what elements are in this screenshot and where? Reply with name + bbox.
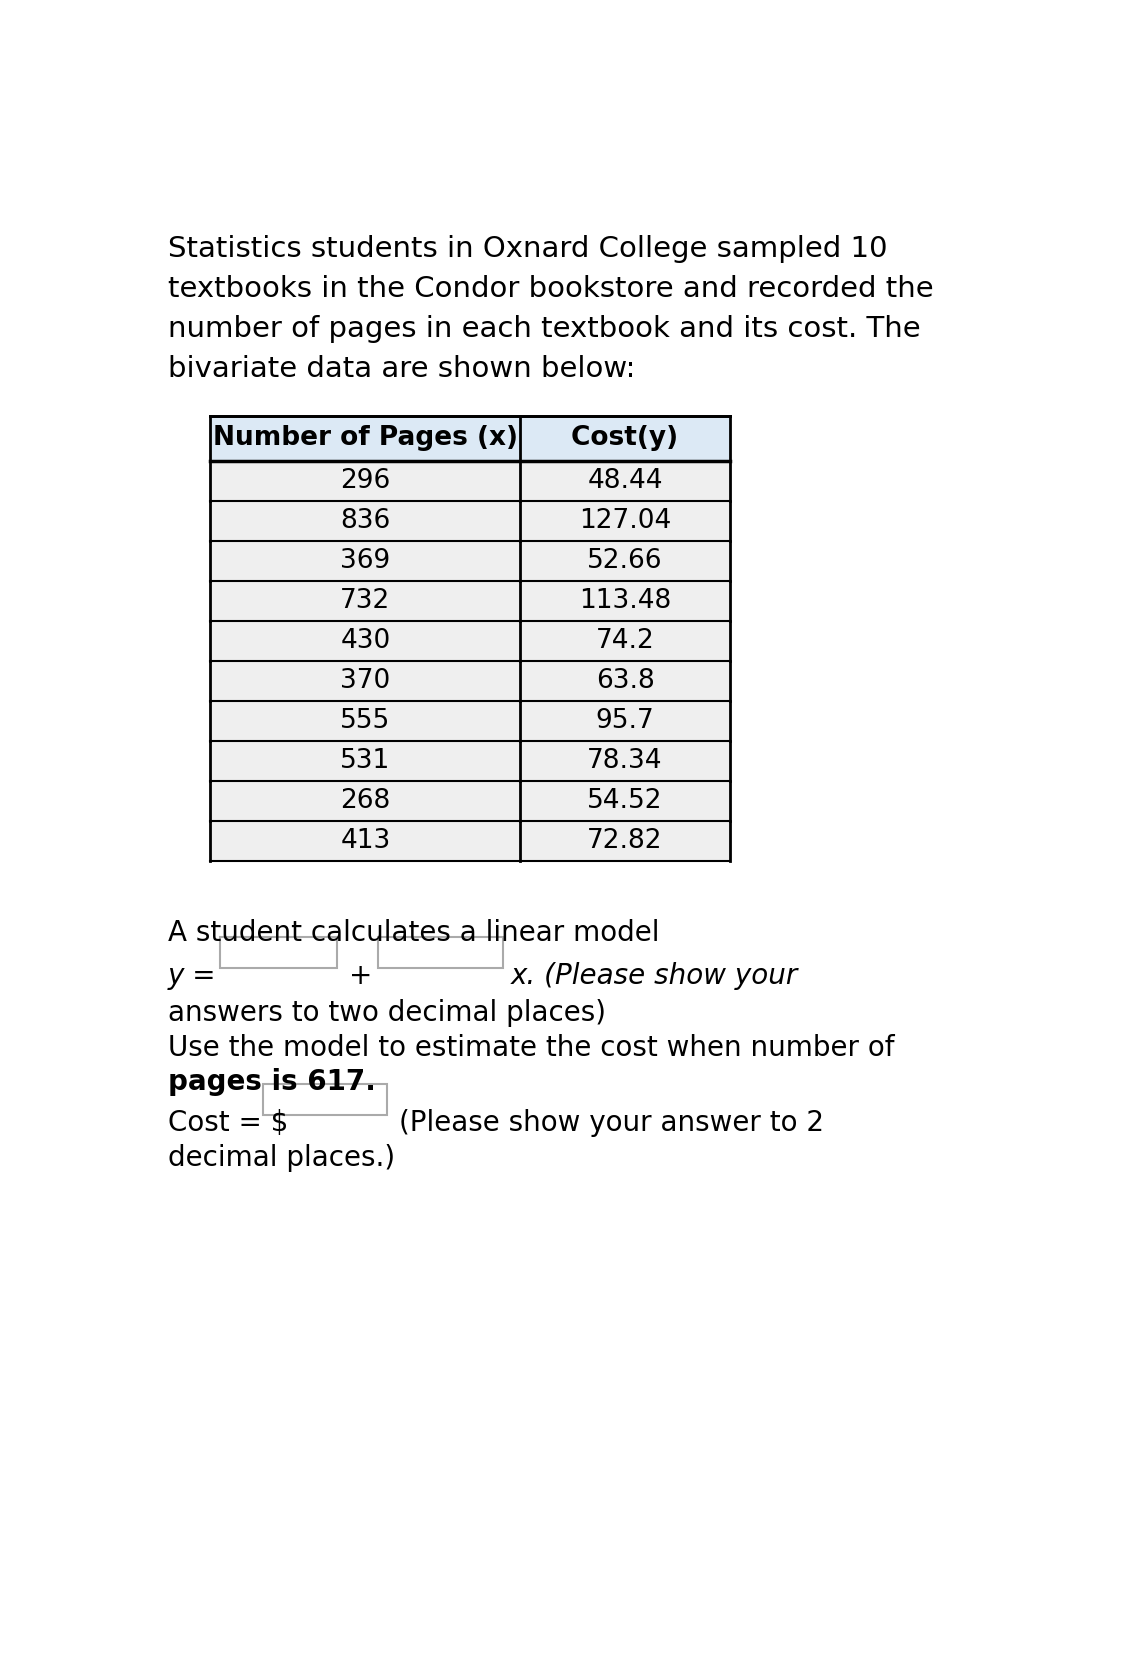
Bar [210,621,521,661]
Bar [521,621,730,661]
Text: x. (Please show your: x. (Please show your [511,962,799,990]
Text: 370: 370 [340,668,390,693]
Text: 72.82: 72.82 [587,828,663,853]
Bar [263,1084,387,1116]
Text: answers to two decimal places): answers to two decimal places) [168,999,605,1027]
Bar [521,701,730,741]
Bar [210,541,521,581]
Text: (Please show your answer to 2: (Please show your answer to 2 [398,1109,824,1137]
Text: 413: 413 [340,828,390,853]
Bar [210,461,521,501]
Bar [210,501,521,541]
Text: Cost = $: Cost = $ [168,1109,288,1137]
Text: Number of Pages (​x​): Number of Pages (​x​) [213,426,518,451]
Text: 48.44: 48.44 [587,468,663,494]
Bar [210,782,521,822]
Text: 74.2: 74.2 [595,628,655,655]
Bar [521,782,730,822]
Bar [210,581,521,621]
Text: Use the model to estimate the cost when number of: Use the model to estimate the cost when … [168,1034,894,1062]
Bar [521,822,730,862]
Bar [210,741,521,782]
Text: A student calculates a linear model: A student calculates a linear model [168,919,659,947]
Bar [521,661,730,701]
Text: 127.04: 127.04 [579,508,672,534]
Text: pages is 617.: pages is 617. [168,1069,376,1096]
Text: 52.66: 52.66 [587,548,663,574]
Text: 296: 296 [340,468,390,494]
Text: 555: 555 [340,708,390,733]
Bar [210,701,521,741]
Bar [521,501,730,541]
Bar [210,822,521,862]
Text: y =: y = [168,962,216,990]
Text: 531: 531 [340,748,390,773]
Bar [521,741,730,782]
Bar [521,581,730,621]
Text: decimal places.): decimal places.) [168,1144,395,1172]
Text: 113.48: 113.48 [579,588,672,615]
Text: 63.8: 63.8 [595,668,655,693]
Text: 78.34: 78.34 [587,748,663,773]
Bar [210,661,521,701]
Text: 95.7: 95.7 [595,708,655,733]
Bar [521,541,730,581]
Bar [521,461,730,501]
Text: 430: 430 [340,628,390,655]
Text: 54.52: 54.52 [587,788,663,813]
Bar [210,416,730,461]
Bar [378,937,503,969]
Text: 836: 836 [340,508,390,534]
Text: Statistics students in Oxnard College sampled 10
textbooks in the Condor booksto: Statistics students in Oxnard College sa… [168,235,934,384]
Text: 268: 268 [340,788,390,813]
Text: 732: 732 [340,588,390,615]
Text: Cost(​y​): Cost(​y​) [572,426,678,451]
Text: 369: 369 [340,548,390,574]
Text: +: + [349,962,372,990]
Bar [219,937,338,969]
